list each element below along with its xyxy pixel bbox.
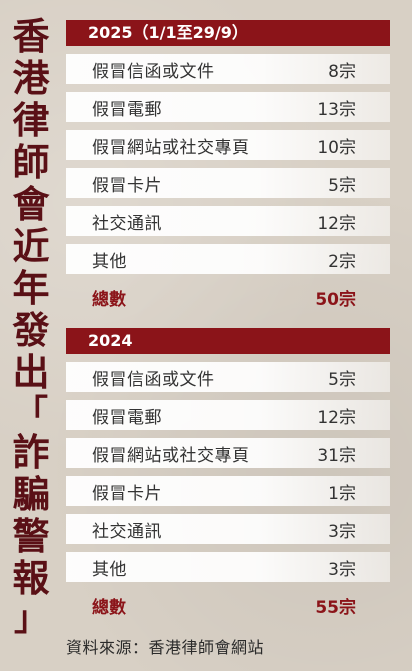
table-row: 社交通訊 3宗 (66, 514, 390, 544)
title-char: 律 (12, 99, 50, 142)
row-value: 10宗 (317, 137, 356, 158)
title-char: 詐 (12, 431, 50, 474)
row-value: 8宗 (328, 61, 356, 82)
table-row: 其他 3宗 (66, 552, 390, 582)
row-value: 3宗 (328, 521, 356, 542)
title-char: 騙 (12, 473, 50, 516)
panel-2025: 2025（1/1至29/9） 假冒信函或文件 8宗 假冒電郵 13宗 假冒網站或… (66, 20, 390, 312)
row-value: 1宗 (328, 483, 356, 504)
total-row: 總數 55宗 (66, 590, 390, 620)
title-char: 出 (12, 351, 50, 394)
title-char: 近 (12, 225, 50, 268)
table-row: 假冒電郵 12宗 (66, 400, 390, 430)
row-label: 社交通訊 (92, 213, 162, 234)
row-label: 假冒網站或社交專頁 (92, 445, 250, 466)
title-char: 「 (14, 393, 48, 433)
row-value: 3宗 (328, 559, 356, 580)
panel-2024: 2024 假冒信函或文件 5宗 假冒電郵 12宗 假冒網站或社交專頁 31宗 假… (66, 328, 390, 620)
row-label: 其他 (92, 559, 127, 580)
row-label: 假冒卡片 (92, 483, 162, 504)
table-row: 假冒網站或社交專頁 10宗 (66, 130, 390, 160)
title-char: 港 (12, 57, 50, 100)
total-label: 總數 (92, 597, 126, 618)
title-char: 會 (12, 183, 50, 226)
row-label: 假冒卡片 (92, 175, 162, 196)
row-label: 假冒電郵 (92, 99, 162, 120)
table-row: 其他 2宗 (66, 244, 390, 274)
table-row: 假冒信函或文件 8宗 (66, 54, 390, 84)
total-value: 55宗 (315, 597, 356, 618)
table-row: 假冒卡片 5宗 (66, 168, 390, 198)
row-label: 其他 (92, 251, 127, 272)
vertical-title: 香 港 律 師 會 近 年 發 出 「 詐 騙 警 報 」 (6, 15, 56, 639)
row-label: 假冒信函或文件 (92, 369, 215, 390)
source-note: 資料來源：香港律師會網站 (66, 638, 265, 657)
year-header: 2024 (66, 328, 390, 354)
row-label: 假冒電郵 (92, 407, 162, 428)
title-char: 警 (12, 515, 50, 558)
row-value: 5宗 (328, 369, 356, 390)
title-char: 師 (12, 141, 50, 184)
total-row: 總數 50宗 (66, 282, 390, 312)
title-char: 年 (12, 267, 50, 310)
total-value: 50宗 (315, 289, 356, 310)
title-char: 發 (12, 309, 50, 352)
row-value: 31宗 (317, 445, 356, 466)
table-row: 假冒電郵 13宗 (66, 92, 390, 122)
row-value: 13宗 (317, 99, 356, 120)
table-row: 假冒卡片 1宗 (66, 476, 390, 506)
row-label: 社交通訊 (92, 521, 162, 542)
year-header: 2025（1/1至29/9） (66, 20, 390, 46)
title-char: 香 (12, 15, 50, 58)
row-value: 12宗 (317, 407, 356, 428)
table-row: 假冒網站或社交專頁 31宗 (66, 438, 390, 468)
total-label: 總數 (92, 289, 126, 310)
row-label: 假冒網站或社交專頁 (92, 137, 250, 158)
title-char: 」 (14, 599, 48, 639)
row-value: 5宗 (328, 175, 356, 196)
row-value: 2宗 (328, 251, 356, 272)
row-value: 12宗 (317, 213, 356, 234)
row-label: 假冒信函或文件 (92, 61, 215, 82)
table-row: 社交通訊 12宗 (66, 206, 390, 236)
title-char: 報 (12, 557, 50, 600)
table-row: 假冒信函或文件 5宗 (66, 362, 390, 392)
